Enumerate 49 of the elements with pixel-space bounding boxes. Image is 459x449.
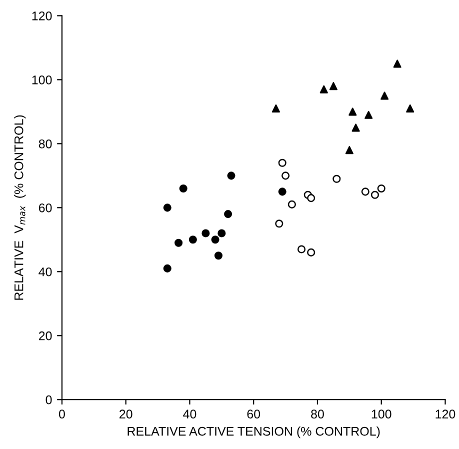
x-tick-label: 60 bbox=[247, 410, 260, 419]
point bbox=[224, 210, 232, 218]
x-tick-label: 80 bbox=[311, 410, 324, 419]
point bbox=[174, 238, 183, 247]
point bbox=[227, 172, 236, 180]
point bbox=[364, 110, 373, 119]
point bbox=[211, 236, 220, 244]
y-tick-label: 120 bbox=[32, 12, 52, 20]
point bbox=[377, 184, 386, 192]
point bbox=[370, 190, 379, 199]
point bbox=[188, 236, 197, 244]
point bbox=[218, 229, 226, 238]
point bbox=[332, 174, 341, 183]
point bbox=[297, 245, 306, 254]
y-tick-label: 0 bbox=[46, 395, 52, 404]
point bbox=[272, 104, 280, 113]
point bbox=[282, 172, 290, 180]
x-tick-label: 0 bbox=[58, 410, 65, 419]
point bbox=[163, 204, 172, 212]
point bbox=[179, 184, 188, 192]
x-tick-label: 100 bbox=[372, 410, 392, 419]
x-tick-label: 120 bbox=[436, 410, 456, 419]
point bbox=[214, 252, 222, 260]
point bbox=[361, 188, 370, 196]
point bbox=[275, 220, 284, 228]
x-axis-title: RELATIVE ACTIVE TENSION (% CONTROL) bbox=[128, 426, 380, 438]
point bbox=[393, 60, 402, 68]
point bbox=[307, 194, 316, 202]
point bbox=[380, 92, 389, 100]
point bbox=[320, 85, 328, 94]
y-axis-title: RELATIVE V$_{max}$ (% CONTROL) bbox=[14, 115, 26, 300]
point bbox=[345, 146, 354, 154]
y-tick-label: 80 bbox=[38, 139, 52, 148]
point bbox=[202, 229, 210, 238]
point bbox=[406, 104, 414, 113]
y-tick-label: 60 bbox=[38, 203, 52, 212]
point bbox=[278, 158, 286, 167]
point bbox=[278, 188, 286, 196]
y-tick-label: 100 bbox=[32, 76, 52, 84]
point bbox=[307, 248, 316, 256]
point bbox=[348, 108, 357, 116]
x-tick-label: 20 bbox=[120, 410, 132, 419]
x-tick-label: 40 bbox=[183, 410, 196, 419]
point bbox=[352, 124, 360, 132]
y-tick-label: 40 bbox=[38, 267, 52, 276]
point bbox=[288, 200, 296, 208]
point bbox=[163, 264, 172, 272]
y-tick-label: 20 bbox=[38, 331, 52, 340]
point bbox=[329, 82, 338, 90]
